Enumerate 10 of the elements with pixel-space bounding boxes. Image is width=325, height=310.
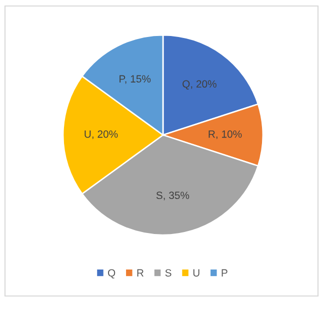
legend-label: U [193,269,200,277]
legend-label: S [165,269,172,277]
data-label: S, 35% [156,192,190,200]
data-label: R, 10% [208,130,242,140]
legend-label: Q [108,269,116,278]
data-label: Q, 20% [182,80,216,90]
data-label: U, 20% [84,130,118,140]
legend-label: R [137,269,144,276]
legend-label: P [222,269,228,276]
data-label: P, 15% [120,75,151,84]
